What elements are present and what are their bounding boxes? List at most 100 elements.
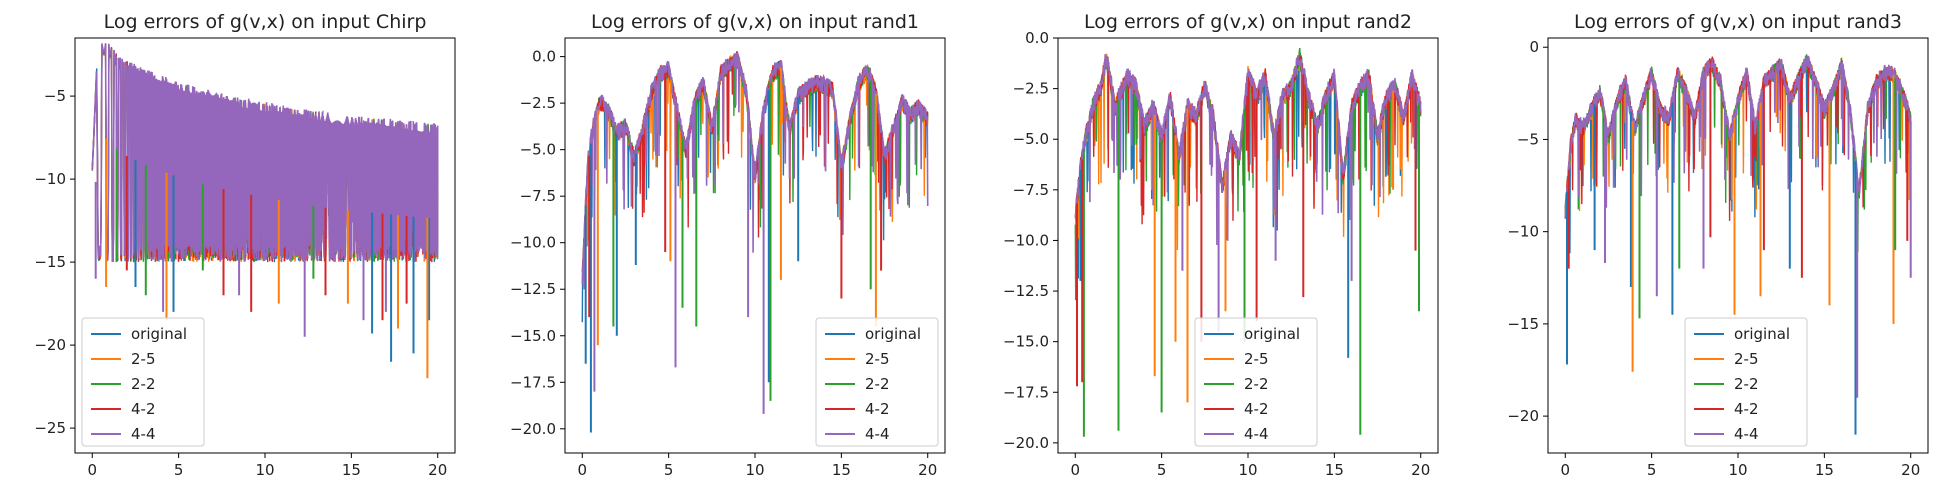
x-tick-label: 0 (87, 461, 97, 479)
legend-label: 4-4 (865, 425, 890, 443)
legend-box (81, 317, 205, 447)
series-line-4-2 (1564, 56, 1912, 244)
axis-ticks: 0 5 10 15 20 −20.0 −17.5 −15.0 −12.5 −10.0 −7.5 −5.… (1003, 29, 1430, 479)
x-tick-label: 15 (1325, 461, 1344, 479)
series-line-4-4 (1074, 54, 1422, 249)
x-tick-label: 10 (255, 461, 274, 479)
legend-label: 2-5 (131, 350, 156, 368)
y-tick-label: −15.0 (510, 327, 556, 345)
x-tick-label: 0 (1070, 461, 1080, 479)
legend-label: 4-4 (131, 425, 156, 443)
chart-title: Log errors of g(v,x) on input rand3 (1574, 11, 1902, 33)
legend: original 2-5 2-2 4-2 4-4 (81, 317, 205, 447)
y-tick-label: −17.5 (1003, 383, 1049, 401)
chart-panel-rand2: Log errors of g(v,x) on input rand2 0 5 10… (1003, 11, 1439, 479)
legend-label: 4-2 (131, 400, 156, 418)
legend-box (1684, 317, 1808, 447)
legend-label: original (1734, 325, 1790, 343)
y-tick-label: −25 (34, 419, 66, 437)
x-tick-label: 5 (1647, 461, 1657, 479)
x-tick-label: 5 (664, 461, 674, 479)
x-tick-label: 20 (1901, 461, 1920, 479)
y-tick-label: −5.0 (1013, 130, 1049, 148)
chart-title: Log errors of g(v,x) on input Chirp (104, 11, 427, 33)
x-tick-label: 20 (918, 461, 937, 479)
y-tick-label: −15 (34, 253, 66, 271)
chart-panel-rand3: Log errors of g(v,x) on input rand3 0 5 10… (1507, 11, 1929, 479)
y-tick-label: −5 (44, 87, 66, 105)
series-line-4-4 (91, 43, 439, 263)
legend-label: 2-5 (1244, 350, 1269, 368)
x-tick-label: 15 (832, 461, 851, 479)
legend-label: 4-2 (1734, 400, 1759, 418)
x-tick-label: 0 (577, 461, 587, 479)
x-tick-label: 20 (1411, 461, 1430, 479)
legend-label: 2-2 (131, 375, 156, 393)
axis-ticks: 0 5 10 15 20 −20.0 −17.5 −15.0 −12.5 −10.0 −7.5 −5.… (510, 48, 937, 479)
y-tick-label: −20.0 (1003, 434, 1049, 452)
plot-area (1564, 54, 1912, 435)
x-tick-label: 15 (1815, 461, 1834, 479)
axis-ticks: 0 5 10 15 20 −20 −15 −10 −5 0 (1507, 38, 1920, 479)
x-tick-label: 20 (428, 461, 447, 479)
series-line-2-2 (1564, 54, 1912, 253)
legend-label: 4-2 (1244, 400, 1269, 418)
x-tick-label: 10 (745, 461, 764, 479)
y-tick-label: −10.0 (1003, 231, 1049, 249)
y-tick-label: −2.5 (520, 94, 556, 112)
y-tick-label: −10 (1507, 223, 1539, 241)
x-tick-label: 10 (1238, 461, 1257, 479)
chart-panel-rand1: Log errors of g(v,x) on input rand1 0 5 10… (510, 11, 946, 479)
legend-label: 2-5 (1734, 350, 1759, 368)
y-tick-label: 0 (1529, 38, 1539, 56)
y-tick-label: −20 (34, 336, 66, 354)
y-tick-label: −17.5 (510, 373, 556, 391)
y-tick-label: −10.0 (510, 234, 556, 252)
series-line-4-4 (1564, 55, 1912, 262)
chart-title: Log errors of g(v,x) on input rand2 (1084, 11, 1412, 33)
x-tick-label: 5 (174, 461, 184, 479)
y-tick-label: 0.0 (1025, 29, 1049, 47)
y-tick-label: −5.0 (520, 141, 556, 159)
y-tick-label: −2.5 (1013, 80, 1049, 98)
legend-box (1194, 317, 1318, 447)
legend-label: original (131, 325, 187, 343)
legend-label: 4-4 (1244, 425, 1269, 443)
legend-label: 4-2 (865, 400, 890, 418)
x-tick-label: 10 (1728, 461, 1747, 479)
chart-panel-chirp: Log errors of g(v,x) on input Chirp 0 5 10… (34, 11, 456, 479)
legend-label: 2-2 (1244, 375, 1269, 393)
legend-label: 2-2 (1734, 375, 1759, 393)
y-tick-label: −10 (34, 170, 66, 188)
legend-label: original (865, 325, 921, 343)
y-tick-label: −7.5 (520, 187, 556, 205)
legend-label: 2-2 (865, 375, 890, 393)
x-tick-label: 5 (1157, 461, 1167, 479)
plot-area (91, 43, 439, 379)
y-tick-label: −12.5 (510, 280, 556, 298)
y-tick-label: −20 (1507, 407, 1539, 425)
series-line-4-4 (581, 52, 929, 290)
series-line-original (1564, 57, 1912, 254)
y-tick-label: −12.5 (1003, 282, 1049, 300)
x-tick-label: 0 (1560, 461, 1570, 479)
y-tick-label: −15.0 (1003, 333, 1049, 351)
chart-title: Log errors of g(v,x) on input rand1 (591, 11, 919, 33)
legend-label: 2-5 (865, 350, 890, 368)
y-tick-label: 0.0 (532, 48, 556, 66)
y-tick-label: −15 (1507, 315, 1539, 333)
legend-label: original (1244, 325, 1300, 343)
y-tick-label: −7.5 (1013, 181, 1049, 199)
legend-box (815, 317, 939, 447)
axis-ticks: 0 5 10 15 20 −25 −20 −15 −10 −5 (34, 87, 447, 479)
plot-area (1074, 47, 1422, 437)
legend-label: 4-4 (1734, 425, 1759, 443)
legend: original 2-5 2-2 4-2 4-4 (1194, 317, 1318, 447)
y-tick-label: −5 (1517, 130, 1539, 148)
legend: original 2-5 2-2 4-2 4-4 (815, 317, 939, 447)
legend: original 2-5 2-2 4-2 4-4 (1684, 317, 1808, 447)
x-tick-label: 15 (342, 461, 361, 479)
plot-area (581, 50, 929, 433)
y-tick-label: −20.0 (510, 420, 556, 438)
